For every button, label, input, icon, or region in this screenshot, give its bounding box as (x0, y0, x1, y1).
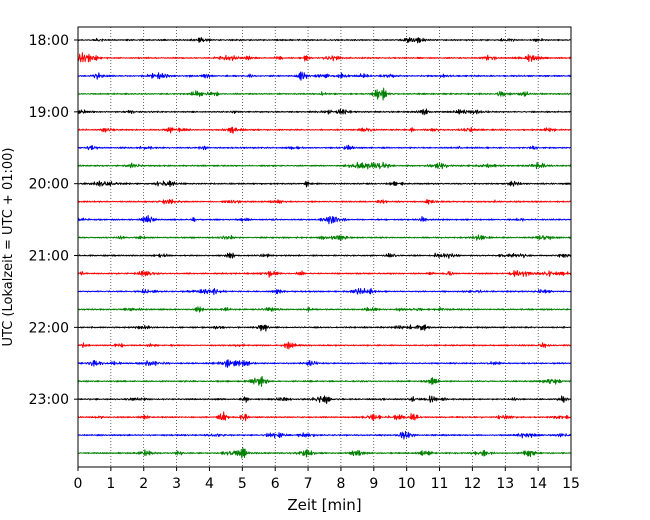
seismogram-trace (77, 198, 572, 205)
x-tick-label: 8 (336, 476, 345, 492)
x-axis: 0 1 2 3 4 5 6 7 8 9 10 11 12 13 14 15 (74, 467, 580, 492)
x-tick-label: 7 (304, 476, 313, 492)
seismogram-trace (77, 395, 572, 405)
seismogram-trace (77, 411, 572, 422)
seismogram-trace (77, 287, 572, 296)
seismogram-trace (77, 270, 572, 278)
seismogram-trace (77, 306, 572, 313)
seismogram-trace (77, 214, 572, 225)
y-tick-label: 21:00 (29, 249, 69, 265)
x-tick-label: 3 (172, 476, 181, 492)
seismogram-trace (77, 108, 572, 116)
y-tick-label: 19:00 (29, 105, 69, 121)
x-tick-label: 13 (496, 476, 514, 492)
seismogram-trace (77, 71, 572, 81)
x-tick-label: 6 (271, 476, 280, 492)
seismogram-trace (77, 126, 572, 134)
plot-frame (77, 26, 572, 468)
seismogram-trace (77, 430, 572, 440)
x-tick-label: 15 (562, 476, 580, 492)
seismogram-trace (77, 375, 572, 387)
seismogram-trace (77, 447, 572, 459)
seismogram-trace (77, 341, 572, 350)
seismogram-trace (77, 36, 572, 44)
seismogram-trace (77, 87, 572, 101)
x-tick-label: 5 (238, 476, 247, 492)
seismogram-trace (77, 52, 572, 63)
y-tick-label: 22:00 (29, 320, 69, 336)
seismogram-trace (77, 359, 572, 368)
x-tick-label: 9 (369, 476, 378, 492)
seismogram-trace (77, 252, 572, 259)
traces (77, 36, 572, 459)
y-tick-label: 23:00 (29, 392, 69, 408)
y-tick-label: 18:00 (29, 33, 69, 49)
x-axis-label: Zeit [min] (287, 496, 361, 514)
x-tick-label: 10 (398, 476, 416, 492)
seismogram-trace (77, 180, 572, 188)
seismogram-trace (77, 324, 571, 332)
y-axis: 18:00 19:00 20:00 21:00 22:00 23:00 (29, 33, 78, 408)
x-tick-label: 2 (139, 476, 148, 492)
seismogram-trace (77, 234, 572, 241)
x-tick-label: 14 (529, 476, 547, 492)
grid-lines (110, 27, 539, 467)
x-tick-label: 11 (431, 476, 449, 492)
seismogram-trace (77, 144, 572, 151)
x-tick-label: 0 (74, 476, 83, 492)
x-tick-label: 12 (463, 476, 481, 492)
y-axis-label: UTC (Lokalzeit = UTC + 01:00) (1, 148, 16, 347)
seismogram-trace (77, 161, 572, 170)
x-tick-label: 4 (205, 476, 214, 492)
y-tick-label: 20:00 (29, 177, 69, 193)
x-tick-label: 1 (106, 476, 115, 492)
